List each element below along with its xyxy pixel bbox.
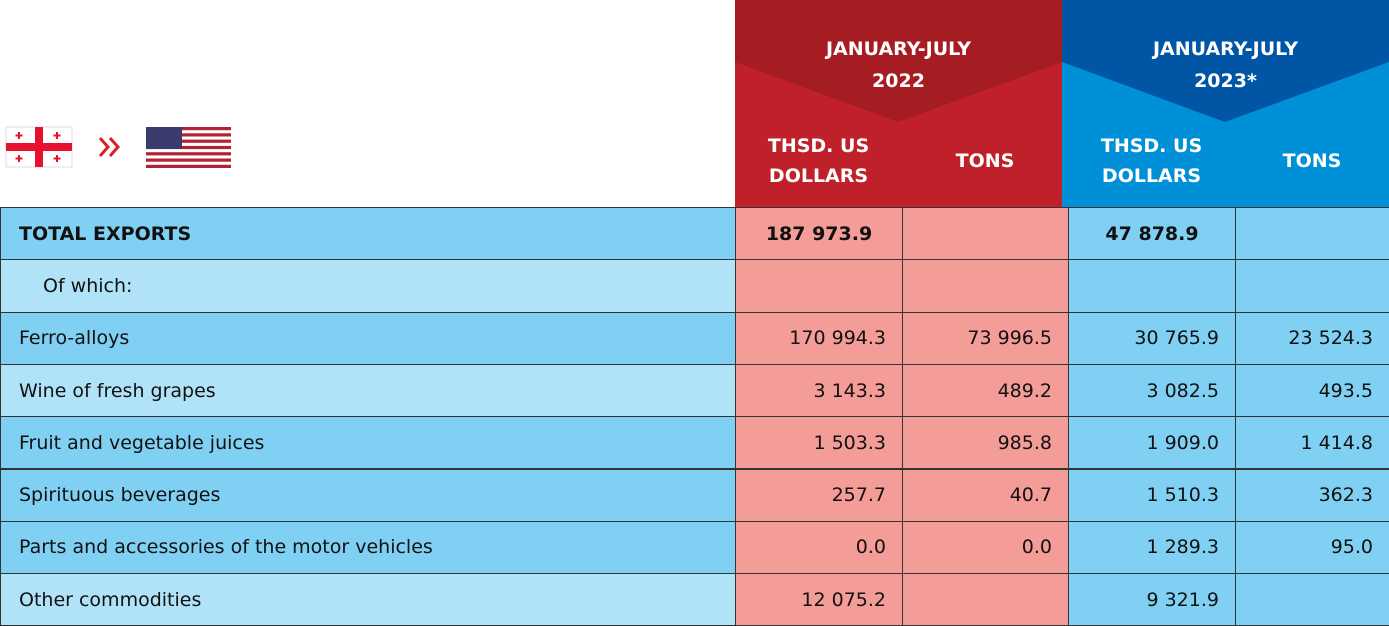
value-cell: 1 414.8 [1235, 416, 1389, 470]
value-cell: 40.7 [902, 468, 1069, 522]
empty-cell [1235, 573, 1389, 626]
value-cell: 30 765.9 [1068, 311, 1236, 365]
column-header: THSD. US DOLLARS [767, 135, 870, 187]
value-cell: 12 075.2 [735, 573, 903, 626]
value-cell: 1 909.0 [1068, 416, 1236, 470]
georgia-flag [5, 126, 73, 168]
value-cell: 493.5 [1235, 363, 1389, 418]
row-label: Parts and accessories of the motor vehic… [0, 520, 736, 575]
value-cell: 23 524.3 [1235, 311, 1389, 365]
value-cell: 257.7 [735, 468, 903, 522]
period-year: 2022 [872, 70, 925, 92]
row-label: Wine of fresh grapes [0, 363, 736, 418]
column-header: TONS [1282, 150, 1342, 172]
value-cell: 1 503.3 [735, 416, 903, 470]
period-label: JANUARY-JULY [825, 38, 972, 60]
value-cell: 0.0 [735, 520, 903, 575]
row-label: Other commodities [0, 573, 736, 626]
red-chevron [735, 0, 1062, 122]
blue-chevron [1062, 0, 1389, 122]
header-graphics [5, 0, 1389, 207]
column-header: TONS [955, 150, 1015, 172]
arrow-icon [98, 137, 121, 157]
value-cell: 47 878.9 [1068, 207, 1236, 261]
row-label: Spirituous beverages [0, 468, 736, 522]
empty-cell [1235, 207, 1389, 261]
value-cell: 170 994.3 [735, 311, 903, 365]
us-flag [146, 127, 231, 168]
row-label: TOTAL EXPORTS [0, 207, 736, 261]
value-cell: 73 996.5 [902, 311, 1069, 365]
period-label: JANUARY-JULY [1152, 38, 1299, 60]
empty-cell [1235, 259, 1389, 313]
value-cell: 9 321.9 [1068, 573, 1236, 626]
value-cell: 3 082.5 [1068, 363, 1236, 418]
value-cell: 489.2 [902, 363, 1069, 418]
value-cell: 187 973.9 [735, 207, 903, 261]
row-label: Of which: [0, 259, 736, 313]
empty-cell [902, 207, 1069, 261]
value-cell: 95.0 [1235, 520, 1389, 575]
value-cell: 1 510.3 [1068, 468, 1236, 522]
value-cell: 985.8 [902, 416, 1069, 470]
row-label: Fruit and vegetable juices [0, 416, 736, 470]
empty-cell [902, 259, 1069, 313]
empty-cell [902, 573, 1069, 626]
value-cell: 0.0 [902, 520, 1069, 575]
empty-cell [1068, 259, 1236, 313]
empty-cell [735, 259, 903, 313]
period-year: 2023* [1194, 70, 1257, 92]
value-cell: 3 143.3 [735, 363, 903, 418]
value-cell: 1 289.3 [1068, 520, 1236, 575]
column-header: THSD. US DOLLARS [1100, 135, 1203, 187]
row-label: Ferro-alloys [0, 311, 736, 365]
value-cell: 362.3 [1235, 468, 1389, 522]
